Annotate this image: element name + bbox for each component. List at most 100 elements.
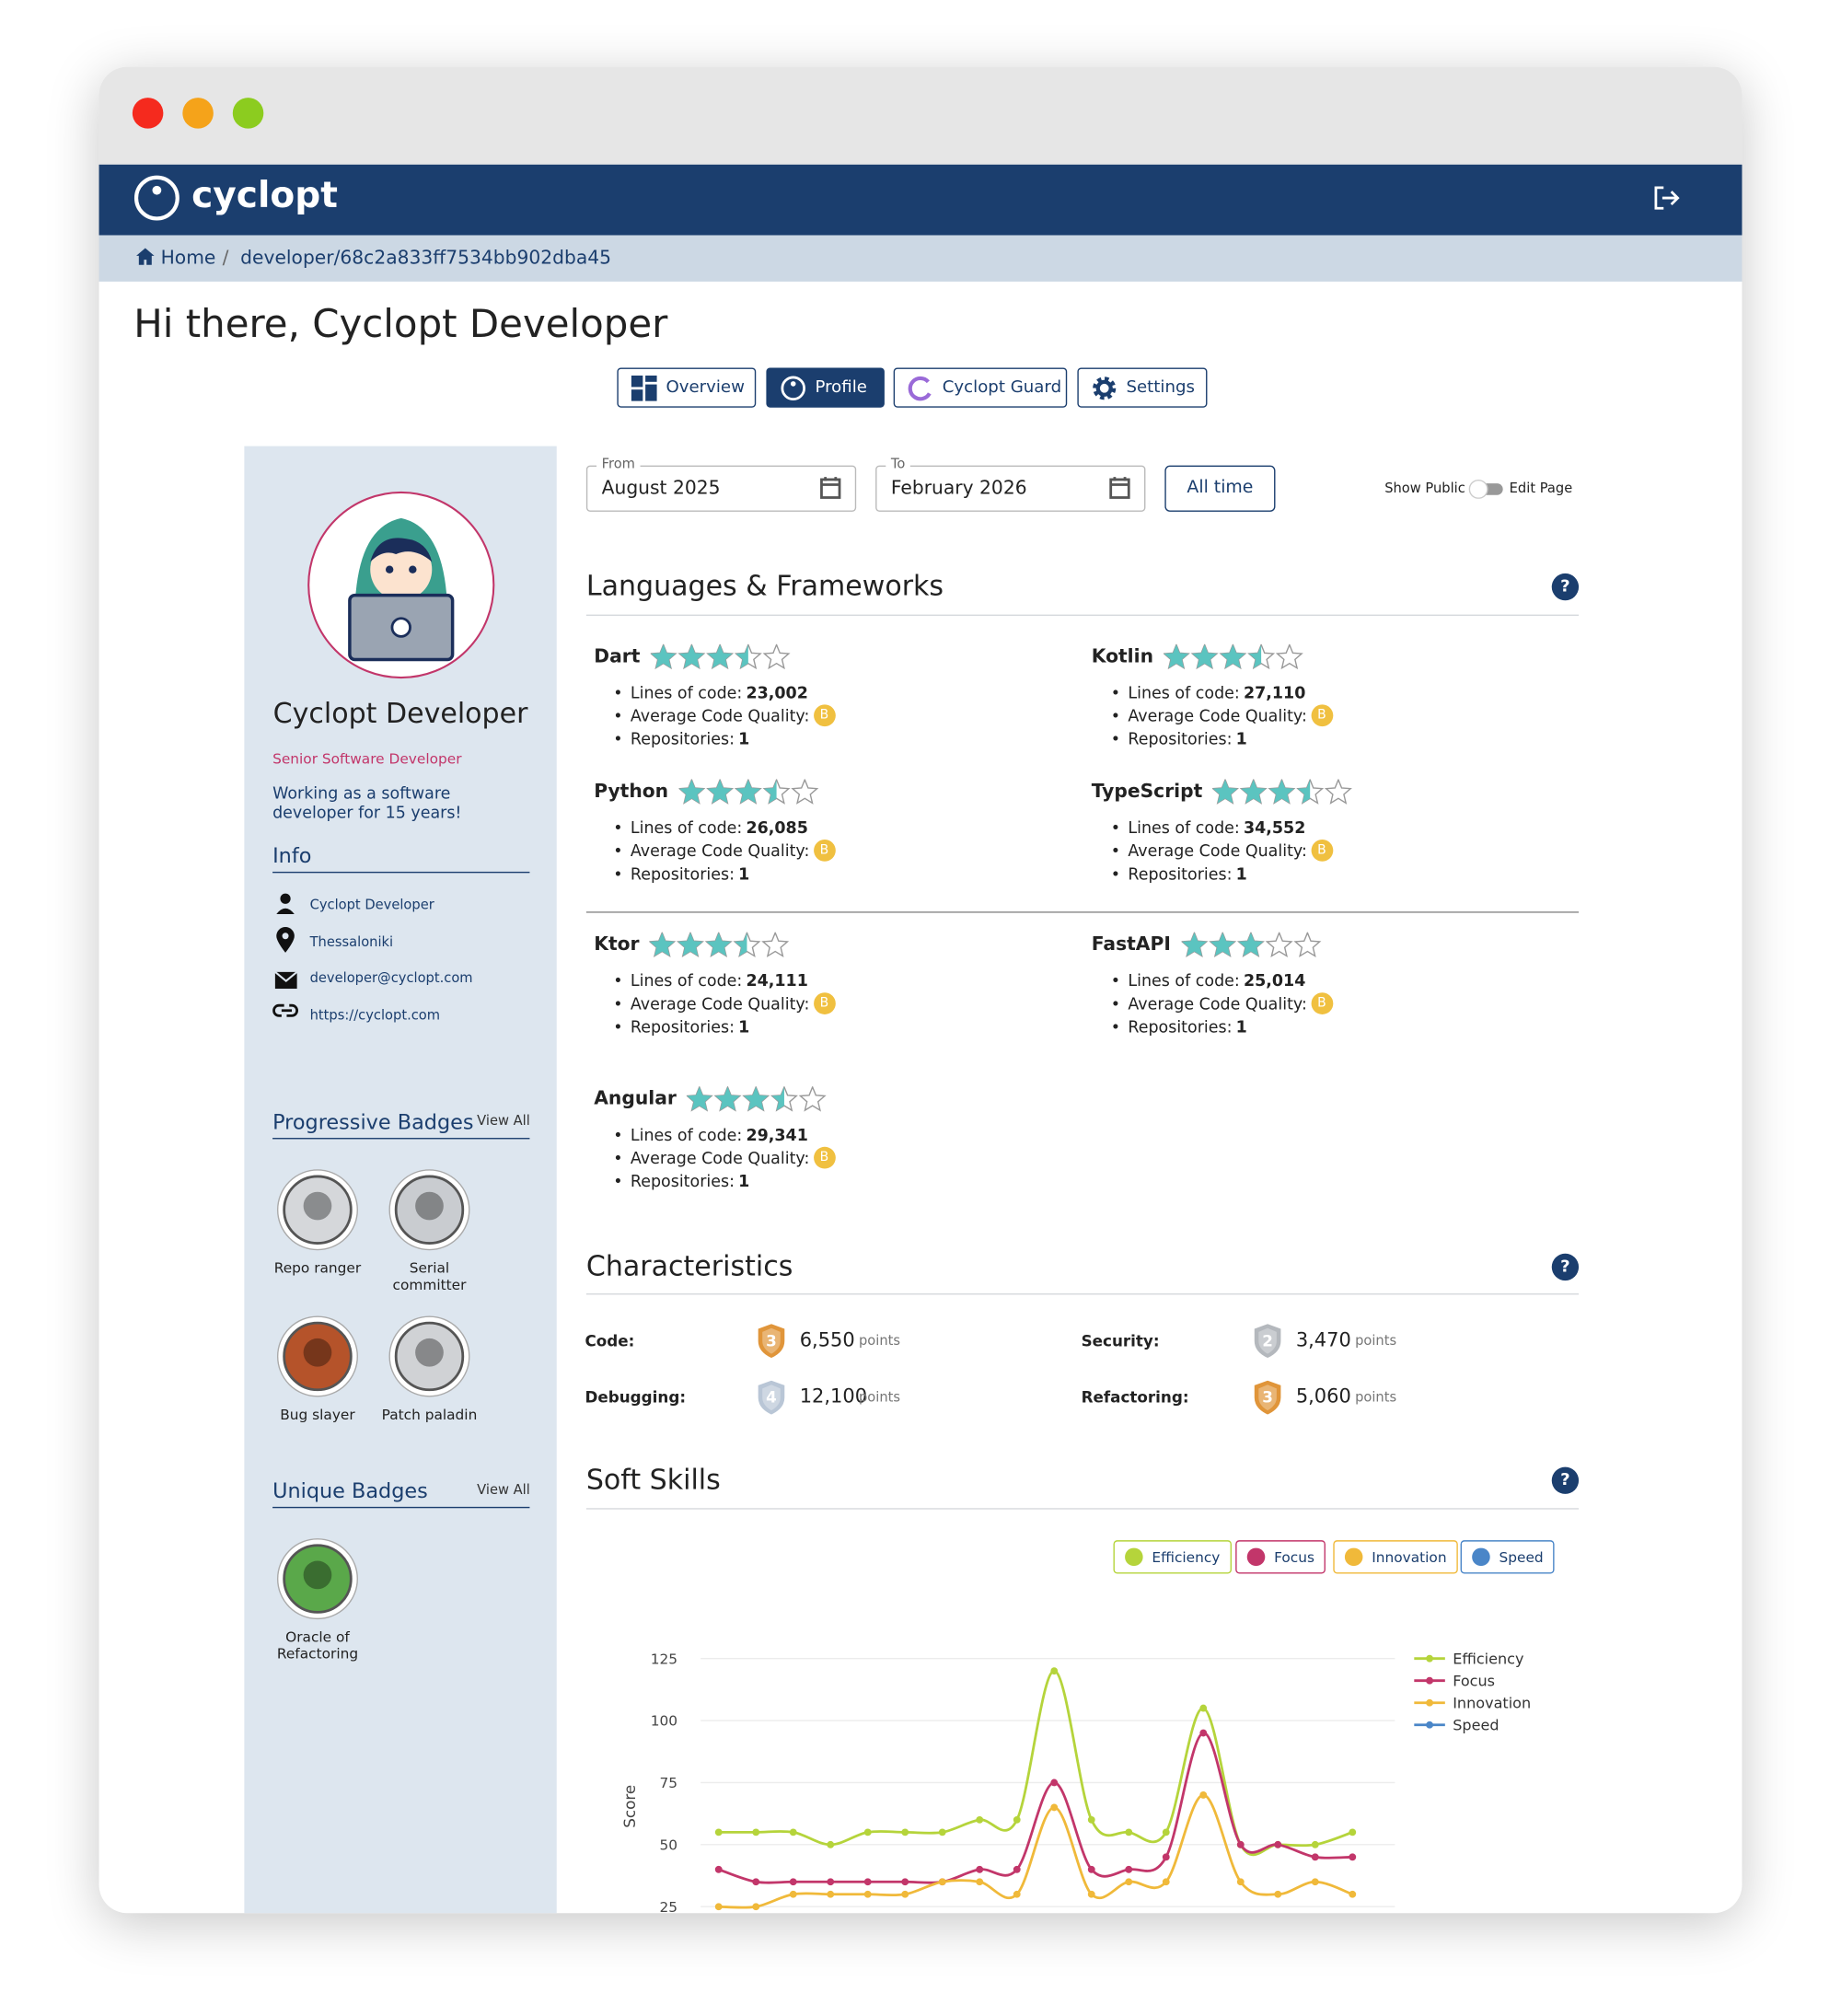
divider <box>585 1508 1580 1510</box>
stat: Average Code Quality:B <box>1111 991 1333 1014</box>
help-button[interactable]: ? <box>1551 1253 1580 1281</box>
tab-settings[interactable]: Settings <box>1077 367 1208 408</box>
chip-dot <box>1472 1547 1490 1567</box>
stat-value: 26,085 <box>746 817 808 837</box>
characteristic-name: Debugging: <box>585 1388 687 1407</box>
stat-value: 1 <box>738 863 750 883</box>
star-fill <box>1241 780 1267 804</box>
data-point <box>827 1890 835 1898</box>
language-stats: Lines of code:25,014Average Code Quality… <box>1092 968 1333 1037</box>
from-date-input[interactable] <box>585 465 857 512</box>
language-stats: Lines of code:27,110Average Code Quality… <box>1092 680 1333 749</box>
data-point <box>1236 1840 1245 1848</box>
star-fill <box>771 1086 785 1111</box>
stat-label: Lines of code: <box>630 817 743 837</box>
language-header: Angular <box>594 1086 835 1112</box>
chip-dot <box>1344 1547 1363 1567</box>
profile-name: Cyclopt Developer <box>272 698 528 731</box>
all-time-button[interactable]: All time <box>1164 465 1276 512</box>
skill-chip[interactable]: Speed <box>1460 1540 1556 1574</box>
quality-grade: B <box>813 991 836 1014</box>
info-item: Thessaloniki <box>309 933 394 950</box>
close-dot[interactable] <box>132 98 164 129</box>
quality-grade: B <box>813 839 836 862</box>
y-tick-label: 100 <box>651 1713 677 1730</box>
breadcrumb-home[interactable]: Home <box>160 248 216 269</box>
star-fill <box>1238 933 1263 956</box>
tab-label: Overview <box>666 377 745 398</box>
logout-icon[interactable] <box>1652 184 1684 213</box>
star-rating <box>650 643 791 670</box>
badge-icon <box>388 1169 470 1251</box>
star-fill <box>1181 933 1207 956</box>
shield-inner <box>762 1327 781 1354</box>
language-item: KotlinLines of code:27,110Average Code Q… <box>1092 643 1333 750</box>
view-all-link[interactable]: View All <box>477 1113 530 1130</box>
shield-inner <box>762 1385 781 1411</box>
language-stats: Lines of code:23,002Average Code Quality… <box>594 680 836 749</box>
data-point <box>938 1878 946 1886</box>
star-outline <box>1276 643 1304 670</box>
stat-label: Average Code Quality: <box>630 1147 810 1167</box>
tab-profile[interactable]: Profile <box>766 367 885 408</box>
stat: Average Code Quality:B <box>613 991 836 1014</box>
stat: Repositories:1 <box>613 1014 835 1037</box>
view-all-link[interactable]: View All <box>477 1482 530 1499</box>
badge <box>275 1167 360 1252</box>
stat-value: 27,110 <box>1243 681 1306 701</box>
data-point <box>1125 1828 1133 1836</box>
minimize-dot[interactable] <box>182 98 214 129</box>
skill-chip[interactable]: Focus <box>1235 1540 1326 1574</box>
y-axis-label: Score <box>620 1785 639 1828</box>
data-point <box>1311 1853 1319 1861</box>
data-point <box>1349 1890 1357 1898</box>
stat-label: Average Code Quality: <box>1128 705 1307 725</box>
tab-label: Profile <box>815 377 867 398</box>
help-button[interactable]: ? <box>1551 573 1580 601</box>
badges-underline <box>272 1506 530 1509</box>
help-button[interactable]: ? <box>1551 1466 1580 1494</box>
window-controls <box>132 98 264 129</box>
badges-underline <box>272 1138 530 1140</box>
skill-chip[interactable]: Efficiency <box>1113 1540 1232 1574</box>
info-icons <box>272 893 298 1017</box>
data-point <box>752 1903 760 1911</box>
data-point <box>827 1878 835 1886</box>
data-point <box>789 1878 797 1886</box>
quality-grade: B <box>813 1146 836 1168</box>
language-item: TypeScriptLines of code:34,552Average Co… <box>1092 779 1354 885</box>
badge-icon <box>388 1315 470 1397</box>
star-rating <box>1212 779 1353 805</box>
from-value: August 2025 <box>601 478 721 499</box>
chip-dot <box>1125 1547 1143 1567</box>
stat: Lines of code:24,111 <box>613 968 835 991</box>
language-name: FastAPI <box>1091 934 1171 956</box>
star-fill <box>707 644 733 668</box>
data-point <box>1013 1865 1021 1873</box>
tab-overview[interactable]: Overview <box>617 367 757 408</box>
browser-window: cyclopt Home / developer/68c2a833ff7534b… <box>98 66 1743 1914</box>
info-item: Cyclopt Developer <box>309 897 434 913</box>
skill-chip[interactable]: Innovation <box>1333 1540 1459 1574</box>
soft-skills-chart: 25 50 75 100 125 Score Efficiency Focus Innovati… <box>620 1650 1531 1913</box>
data-point <box>714 1865 723 1873</box>
stat-label: Average Code Quality: <box>1128 992 1307 1013</box>
stat-label: Lines of code: <box>1128 681 1240 701</box>
data-point <box>1125 1878 1133 1886</box>
data-point <box>1311 1878 1319 1886</box>
greeting: Hi there, Cyclopt Developer <box>133 302 668 348</box>
maximize-dot[interactable] <box>232 98 264 129</box>
data-point <box>1013 1890 1021 1898</box>
stat: Average Code Quality:B <box>613 839 836 862</box>
toggle[interactable] <box>1468 479 1504 499</box>
breadcrumb-separator: / <box>222 248 229 269</box>
star-fill <box>735 780 760 804</box>
title-bar <box>98 66 1743 165</box>
language-stats: Lines of code:26,085Average Code Quality… <box>594 815 836 884</box>
stat: Lines of code:34,552 <box>1111 815 1354 838</box>
star-rating <box>649 932 790 958</box>
tab-cyclopt-guard[interactable]: Cyclopt Guard <box>893 367 1068 408</box>
to-date-input[interactable] <box>875 465 1146 512</box>
data-point <box>1050 1803 1059 1812</box>
stat: Lines of code:27,110 <box>1111 680 1333 703</box>
